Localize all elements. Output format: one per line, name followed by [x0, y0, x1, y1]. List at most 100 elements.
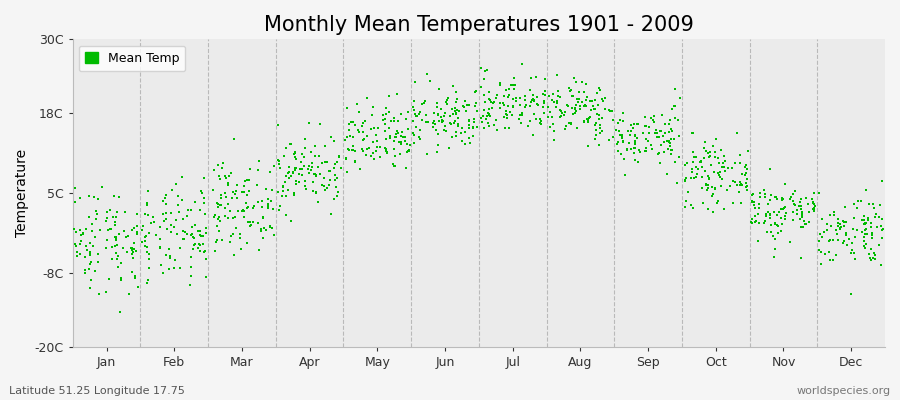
Point [295, 171, 310, 178]
Point [593, 125, 608, 132]
Point [466, 133, 481, 139]
Point [388, 134, 402, 140]
Point [512, 116, 526, 122]
Point [110, 242, 124, 248]
Point [364, 126, 379, 132]
Point [364, 153, 378, 160]
Point [443, 113, 457, 119]
Point [833, 221, 848, 227]
Point [656, 139, 670, 146]
Point [271, 157, 285, 163]
Point [308, 153, 322, 160]
Point [187, 242, 202, 248]
Point [142, 251, 157, 258]
Point [678, 178, 692, 185]
Point [653, 160, 668, 166]
Point [616, 110, 630, 116]
Point [199, 225, 213, 232]
Point [85, 221, 99, 228]
Point [224, 233, 238, 239]
Point [807, 206, 822, 212]
Point [197, 175, 211, 182]
Point [610, 147, 625, 154]
Point [687, 175, 701, 181]
Point [661, 146, 675, 152]
Point [712, 172, 726, 178]
Point [570, 96, 584, 102]
Point [792, 216, 806, 222]
Point [288, 154, 302, 160]
Point [794, 223, 808, 230]
Point [632, 147, 646, 154]
Point [593, 87, 608, 93]
Point [685, 130, 699, 137]
Point [379, 148, 393, 154]
Point [628, 133, 643, 140]
Point [477, 125, 491, 131]
Point [660, 138, 674, 144]
Point [439, 99, 454, 106]
Point [83, 252, 97, 258]
Point [108, 219, 122, 226]
Point [159, 210, 174, 216]
Point [364, 112, 379, 118]
Point [105, 244, 120, 250]
Point [864, 220, 878, 226]
Point [506, 82, 520, 88]
Point [362, 145, 376, 151]
Point [482, 96, 496, 102]
Point [706, 190, 720, 197]
Point [662, 120, 677, 127]
Point [292, 179, 307, 185]
Point [579, 103, 593, 109]
Point [616, 156, 631, 162]
Point [624, 146, 638, 152]
Point [776, 196, 790, 202]
Point [229, 188, 243, 194]
Point [142, 230, 157, 236]
Point [427, 118, 441, 124]
Point [159, 200, 174, 207]
Point [734, 179, 748, 186]
Point [282, 164, 296, 170]
Point [252, 247, 266, 253]
Point [343, 132, 357, 139]
Point [220, 201, 235, 207]
Point [212, 228, 227, 234]
Point [431, 112, 446, 119]
Point [254, 228, 268, 234]
Point [302, 163, 317, 170]
Point [350, 100, 365, 107]
Point [84, 258, 98, 265]
Point [162, 253, 176, 259]
Point [627, 140, 642, 146]
Point [199, 256, 213, 262]
Point [126, 246, 140, 252]
Point [462, 118, 476, 124]
Point [774, 228, 788, 234]
Point [487, 99, 501, 106]
Point [125, 269, 140, 276]
Point [219, 194, 233, 200]
Point [842, 236, 856, 242]
Point [705, 193, 719, 199]
Point [284, 218, 298, 224]
Point [304, 166, 319, 173]
Point [580, 93, 594, 100]
Point [812, 238, 826, 245]
Point [787, 200, 801, 207]
Point [847, 201, 861, 207]
Point [581, 119, 596, 126]
Point [844, 291, 859, 297]
Point [506, 96, 520, 102]
Point [698, 167, 713, 174]
Point [279, 145, 293, 151]
Point [239, 204, 254, 211]
Point [230, 195, 245, 201]
Point [689, 154, 704, 160]
Point [651, 134, 665, 140]
Point [419, 70, 434, 77]
Point [211, 204, 225, 210]
Point [90, 210, 104, 217]
Point [371, 125, 385, 132]
